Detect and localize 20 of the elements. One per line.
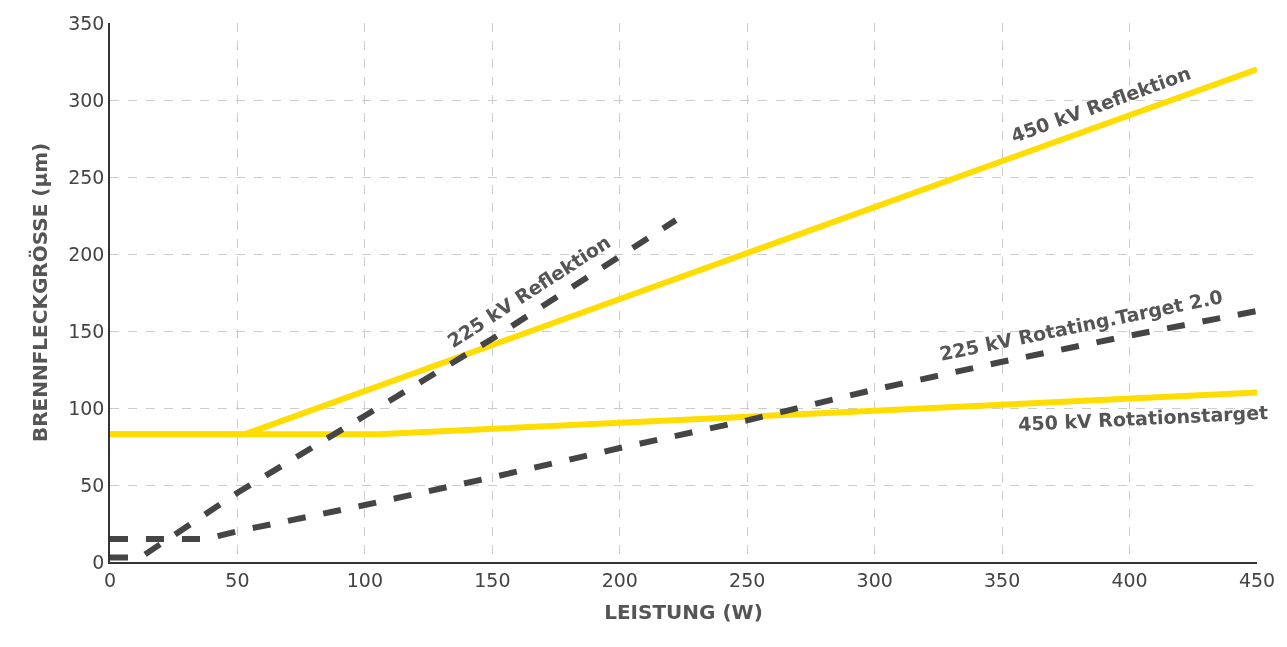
- y-tick-label: 0: [92, 550, 105, 573]
- x-tick-label: 150: [474, 568, 511, 591]
- x-tick-label: 100: [346, 568, 384, 591]
- x-tick-label: 250: [729, 568, 766, 591]
- x-tick-label: 400: [1111, 568, 1148, 591]
- y-tick-label: 50: [80, 473, 105, 496]
- series-label: 450 kV Rotationstarget: [1017, 401, 1269, 435]
- x-tick-label: 300: [856, 568, 893, 591]
- x-tick-label: 200: [601, 568, 638, 591]
- y-tick-label: 350: [68, 11, 105, 34]
- x-axis-title: LEISTUNG (W): [604, 599, 763, 624]
- y-tick-label: 150: [68, 319, 105, 342]
- x-tick-label: 450: [1238, 568, 1276, 591]
- y-axis-title: BRENNFLECKGRÖSSE (µm): [28, 142, 53, 443]
- y-tick-label: 100: [68, 396, 105, 419]
- x-tick-label: 350: [983, 568, 1021, 591]
- y-tick-label: 250: [68, 165, 105, 188]
- y-tick-label: 200: [68, 242, 105, 265]
- x-tick-label: 50: [225, 568, 250, 591]
- y-tick-label: 300: [68, 88, 105, 111]
